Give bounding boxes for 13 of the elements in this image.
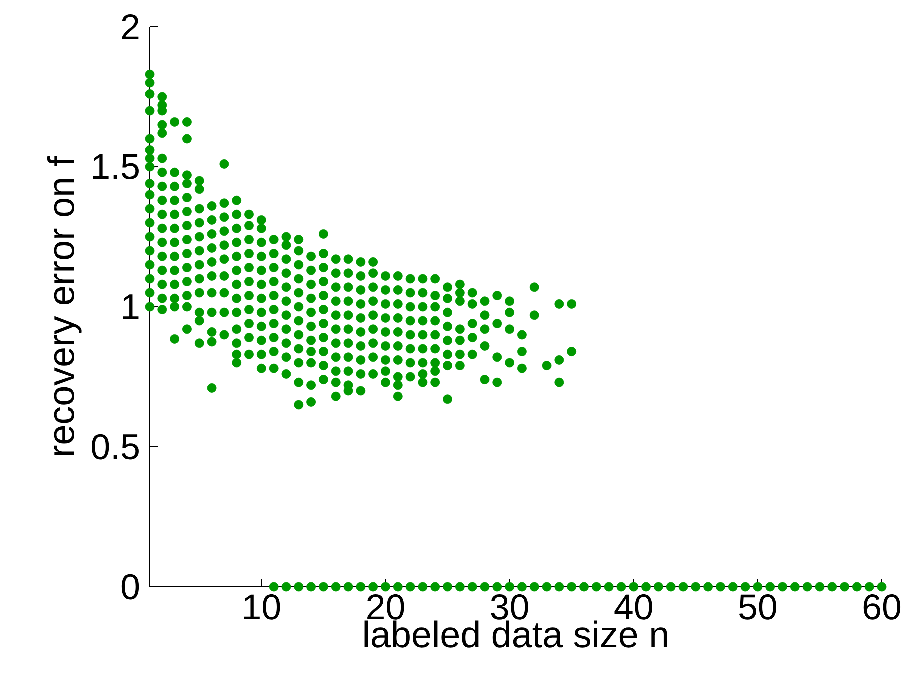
x-tick-label: 40 bbox=[614, 594, 652, 620]
y-axis-title: recovery error on f bbox=[47, 156, 82, 456]
y-tick-label: 0 bbox=[122, 574, 140, 600]
x-tick-label: 10 bbox=[244, 594, 280, 620]
y-tick-label: 2 bbox=[122, 14, 139, 40]
y-tick-label: 0.5 bbox=[92, 434, 139, 460]
x-axis-title: labeled data size n bbox=[364, 620, 668, 648]
x-tick-label: 30 bbox=[491, 594, 528, 620]
y-tick-label: 1.5 bbox=[93, 154, 139, 180]
y-tick-label: 1 bbox=[123, 294, 139, 320]
x-tick-label: 20 bbox=[368, 594, 404, 620]
x-tick-label: 60 bbox=[864, 594, 901, 620]
x-tick-label: 50 bbox=[739, 594, 776, 620]
